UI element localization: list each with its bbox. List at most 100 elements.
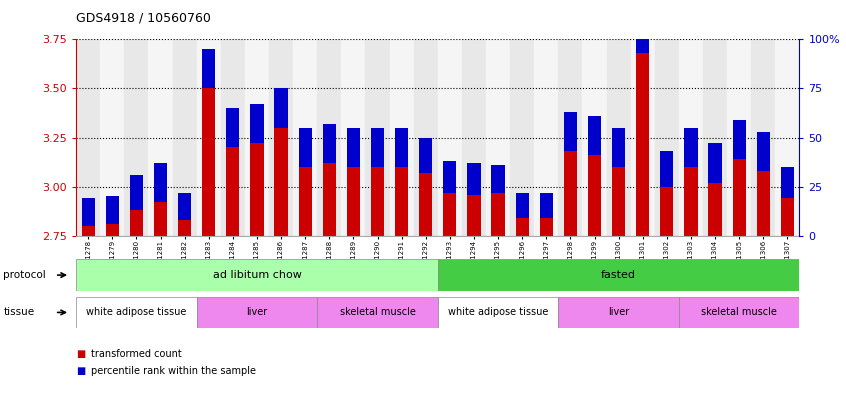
- Bar: [775, 39, 799, 236]
- Text: ad libitum chow: ad libitum chow: [212, 270, 301, 280]
- Bar: [414, 39, 437, 236]
- Bar: [660, 187, 673, 236]
- Bar: [588, 155, 602, 236]
- Bar: [462, 39, 486, 236]
- Bar: [563, 112, 577, 151]
- Bar: [149, 39, 173, 236]
- Bar: [274, 128, 288, 236]
- Bar: [708, 143, 722, 183]
- Bar: [81, 226, 95, 236]
- Bar: [540, 218, 553, 236]
- Bar: [274, 88, 288, 128]
- Bar: [563, 151, 577, 236]
- Bar: [510, 39, 535, 236]
- Bar: [636, 4, 650, 53]
- Bar: [630, 39, 655, 236]
- Bar: [129, 210, 143, 236]
- Bar: [756, 171, 770, 236]
- Bar: [299, 167, 312, 236]
- Bar: [582, 39, 607, 236]
- Bar: [492, 193, 505, 236]
- Bar: [486, 39, 510, 236]
- Text: fasted: fasted: [602, 270, 636, 280]
- Text: white adipose tissue: white adipose tissue: [448, 307, 548, 318]
- Bar: [727, 39, 751, 236]
- Bar: [250, 104, 264, 143]
- Bar: [317, 297, 437, 328]
- Bar: [419, 138, 432, 173]
- Bar: [756, 132, 770, 171]
- Bar: [76, 39, 100, 236]
- Bar: [365, 39, 389, 236]
- Bar: [678, 39, 703, 236]
- Bar: [221, 39, 244, 236]
- Text: white adipose tissue: white adipose tissue: [86, 307, 187, 318]
- Bar: [558, 39, 582, 236]
- Bar: [535, 39, 558, 236]
- Bar: [244, 39, 269, 236]
- Text: transformed count: transformed count: [91, 349, 182, 359]
- Bar: [106, 224, 119, 236]
- Bar: [443, 193, 457, 236]
- Bar: [196, 297, 317, 328]
- Bar: [317, 39, 341, 236]
- Text: percentile rank within the sample: percentile rank within the sample: [91, 366, 256, 376]
- Bar: [437, 297, 558, 328]
- Bar: [733, 120, 746, 159]
- Bar: [678, 297, 799, 328]
- Bar: [81, 198, 95, 226]
- Bar: [178, 193, 191, 220]
- Text: protocol: protocol: [3, 270, 47, 280]
- Text: ■: ■: [76, 349, 85, 359]
- Bar: [540, 193, 553, 218]
- Bar: [322, 124, 336, 163]
- Bar: [703, 39, 727, 236]
- Bar: [202, 49, 216, 88]
- Bar: [100, 39, 124, 236]
- Bar: [467, 195, 481, 236]
- Bar: [76, 259, 437, 291]
- Bar: [733, 159, 746, 236]
- Text: liver: liver: [608, 307, 629, 318]
- Text: skeletal muscle: skeletal muscle: [339, 307, 415, 318]
- Bar: [76, 297, 196, 328]
- Bar: [226, 147, 239, 236]
- Text: liver: liver: [246, 307, 267, 318]
- Bar: [395, 128, 409, 167]
- Bar: [250, 143, 264, 236]
- Bar: [607, 39, 630, 236]
- Bar: [660, 151, 673, 187]
- Bar: [708, 183, 722, 236]
- Bar: [558, 297, 678, 328]
- Bar: [419, 173, 432, 236]
- Bar: [588, 116, 602, 155]
- Bar: [437, 39, 462, 236]
- Text: tissue: tissue: [3, 307, 35, 318]
- Bar: [467, 163, 481, 195]
- Bar: [322, 163, 336, 236]
- Bar: [124, 39, 148, 236]
- Bar: [655, 39, 678, 236]
- Bar: [371, 128, 384, 167]
- Bar: [154, 202, 168, 236]
- Bar: [612, 167, 625, 236]
- Bar: [173, 39, 196, 236]
- Bar: [347, 128, 360, 167]
- Bar: [636, 53, 650, 236]
- Bar: [299, 128, 312, 167]
- Bar: [202, 88, 216, 236]
- Bar: [341, 39, 365, 236]
- Bar: [443, 161, 457, 193]
- Bar: [154, 163, 168, 202]
- Text: ■: ■: [76, 366, 85, 376]
- Bar: [196, 39, 221, 236]
- Bar: [347, 167, 360, 236]
- Bar: [781, 198, 794, 236]
- Bar: [129, 175, 143, 210]
- Bar: [106, 196, 119, 224]
- Bar: [684, 128, 698, 167]
- Bar: [437, 259, 799, 291]
- Bar: [389, 39, 414, 236]
- Text: GDS4918 / 10560760: GDS4918 / 10560760: [76, 12, 211, 25]
- Bar: [178, 220, 191, 236]
